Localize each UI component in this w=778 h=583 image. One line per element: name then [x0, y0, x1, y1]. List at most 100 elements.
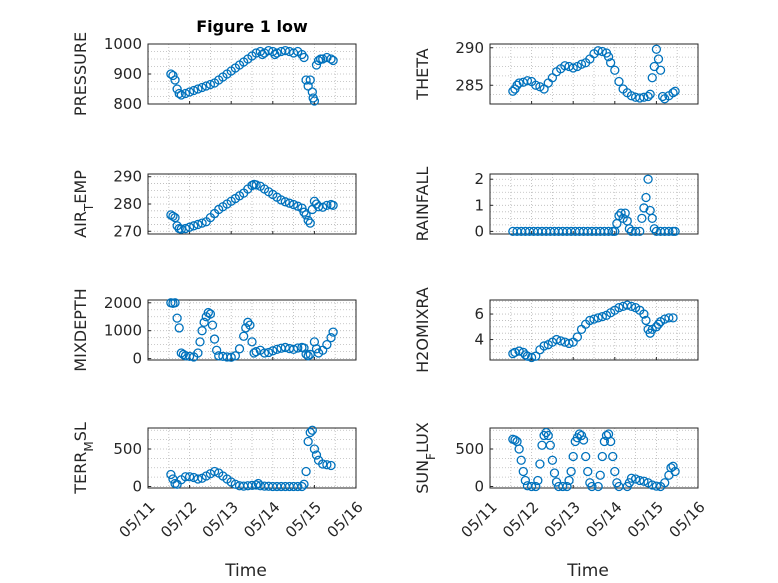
data-point [318, 202, 328, 212]
data-point [297, 481, 307, 492]
data-point [230, 479, 241, 489]
data-point [535, 459, 545, 469]
data-point [626, 473, 637, 483]
data-point [614, 303, 624, 313]
data-point [624, 224, 635, 234]
data-point [605, 58, 616, 68]
data-point [205, 309, 216, 319]
data-point [234, 344, 245, 354]
data-point [180, 88, 191, 99]
data-point [193, 474, 203, 484]
data-point [193, 219, 203, 230]
y-tick-label: 280 [113, 195, 142, 213]
data-point [322, 460, 332, 470]
x-tick-label: 05/16 [323, 498, 366, 541]
data-point [303, 351, 313, 361]
data-point [193, 84, 203, 94]
subplot-pressure: 800 900 1000 PRESSURE [71, 32, 357, 116]
data-point [170, 298, 180, 308]
figure-title: Figure 1 low [196, 17, 308, 36]
data-point [670, 466, 680, 477]
data-point [299, 479, 309, 489]
data-point [293, 201, 303, 211]
data-point [531, 481, 541, 492]
data-point [253, 478, 263, 489]
series-markers [166, 425, 336, 492]
data-point [307, 425, 317, 435]
data-point [284, 198, 295, 208]
data-point [587, 481, 597, 492]
data-point [568, 451, 578, 462]
data-point [259, 348, 270, 358]
data-point [326, 54, 336, 64]
data-point [651, 481, 662, 491]
data-point [643, 174, 653, 184]
data-point [653, 54, 664, 64]
y-tick-label: 2 [474, 170, 484, 188]
data-point [293, 481, 303, 492]
data-point [637, 213, 647, 223]
data-point [593, 481, 603, 492]
data-point [605, 436, 616, 447]
series-markers [166, 179, 338, 234]
data-point [622, 300, 632, 310]
y-tick-label: 900 [113, 65, 142, 83]
data-point [520, 350, 531, 360]
data-point [309, 96, 320, 106]
data-point [522, 76, 533, 86]
data-point [299, 207, 309, 217]
series-markers [166, 45, 338, 106]
series-markers [508, 174, 680, 237]
data-point [531, 351, 541, 361]
y-tick-label: 290 [113, 168, 142, 186]
data-point [560, 61, 570, 71]
y-axis-label: H2OMIXRA [413, 287, 432, 373]
data-point [207, 320, 218, 330]
data-point [239, 331, 249, 341]
data-point [547, 455, 558, 465]
data-point [326, 460, 336, 471]
data-point [639, 203, 649, 213]
data-point [199, 317, 209, 327]
x-tick-label: 05/14 [240, 498, 283, 541]
data-point [539, 341, 549, 351]
data-point [176, 90, 186, 100]
data-point [313, 55, 324, 66]
data-point [551, 334, 562, 345]
data-point [526, 352, 537, 363]
data-point [520, 475, 531, 486]
data-point [251, 180, 261, 190]
x-tick-label: 05/12 [499, 498, 542, 541]
data-point [170, 75, 180, 85]
data-point [299, 343, 309, 353]
y-tick-label: 270 [113, 222, 142, 240]
data-point [193, 348, 203, 358]
data-point [581, 451, 591, 462]
subplot-terrsl: 0 500 TERRMSL 05/1105/1205/1305/1405/1505/1… [71, 422, 367, 581]
subplot-rainfall: 0 1 2 RAINFALL [413, 167, 699, 241]
data-point [189, 85, 199, 96]
y-axis-label: THETA [413, 48, 432, 100]
data-point [301, 75, 311, 85]
data-point [593, 313, 603, 323]
data-point [510, 435, 520, 445]
x-axis-label: Time [566, 561, 609, 581]
x-tick-label: 05/12 [157, 498, 200, 541]
data-point [597, 311, 607, 322]
data-point [649, 224, 659, 234]
data-point [641, 192, 651, 203]
y-tick-label: 1000 [104, 35, 142, 53]
data-point [328, 55, 338, 66]
data-point [197, 82, 207, 93]
y-tick-label: 285 [455, 76, 484, 94]
data-point [311, 450, 322, 460]
x-tick-label: 05/13 [199, 498, 242, 541]
data-point [268, 346, 278, 356]
plot-border [489, 43, 699, 105]
data-point [651, 44, 662, 54]
data-point [583, 466, 593, 477]
y-tick-label: 0 [474, 478, 484, 496]
data-point [305, 75, 315, 85]
data-point [201, 81, 211, 91]
